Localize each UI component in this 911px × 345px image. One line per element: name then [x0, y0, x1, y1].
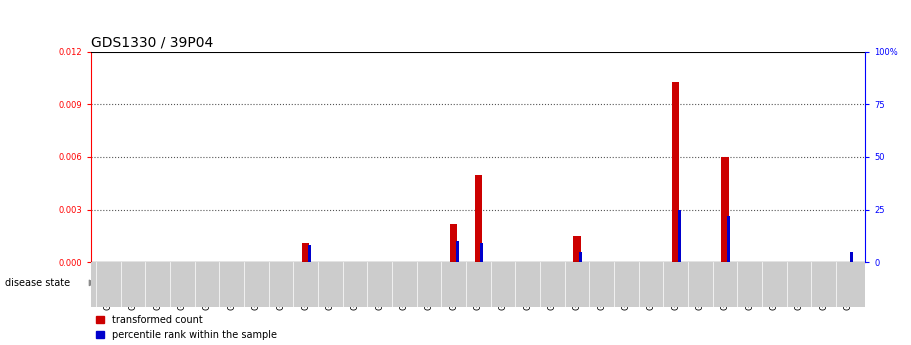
Bar	[722, 157, 729, 262]
Bar	[727, 216, 730, 262]
Bar	[456, 241, 459, 262]
Legend: transformed count, percentile rank within the sample: transformed count, percentile rank withi…	[96, 315, 277, 340]
Text: normal: normal	[212, 278, 251, 288]
Bar	[450, 224, 457, 262]
Bar	[475, 175, 482, 262]
Bar	[96, 266, 367, 300]
Text: ulcerative colitis: ulcerative colitis	[691, 278, 783, 288]
Bar	[614, 266, 861, 300]
Bar	[678, 209, 681, 262]
Text: disease state: disease state	[5, 278, 69, 288]
Bar	[308, 245, 311, 262]
Bar	[367, 266, 614, 300]
Text: Crohn disease: Crohn disease	[451, 278, 530, 288]
Text: GDS1330 / 39P04: GDS1330 / 39P04	[91, 35, 213, 49]
Bar	[850, 252, 854, 262]
Bar	[671, 81, 680, 262]
Bar	[302, 243, 310, 262]
Bar	[573, 236, 580, 262]
Bar	[480, 243, 484, 262]
Bar	[579, 252, 582, 262]
